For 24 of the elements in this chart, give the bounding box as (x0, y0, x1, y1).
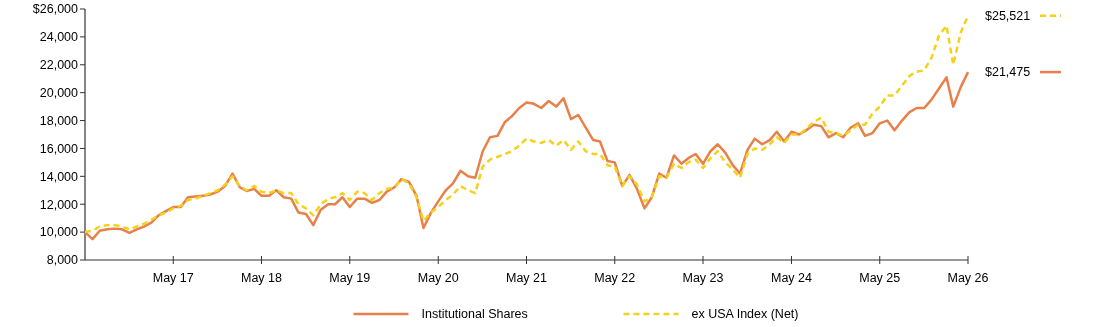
y-tick-label: 8,000 (46, 253, 79, 268)
x-tick-label: May 17 (152, 271, 194, 285)
x-tick-label: May 24 (771, 271, 813, 285)
x-tick-label: May 18 (241, 271, 283, 285)
y-tick-label: 10,000 (39, 225, 79, 240)
y-tick-label: 14,000 (39, 169, 79, 184)
x-tick-label: May 26 (947, 271, 989, 285)
x-tick-label: May 22 (594, 271, 636, 285)
x-tick-label: May 23 (682, 271, 724, 285)
annotation: $25,521 (985, 9, 1031, 24)
y-tick-label: 18,000 (39, 113, 79, 128)
y-tick-label: 24,000 (39, 30, 79, 45)
annotation: $21,475 (985, 65, 1031, 80)
x-tick-label: May 21 (506, 271, 548, 285)
y-tick-label: 20,000 (39, 86, 79, 101)
x-tick-label: May 19 (329, 271, 371, 285)
legend-label: Institutional Shares (421, 307, 528, 322)
legend-label: ex USA Index (Net) (691, 307, 799, 322)
y-tick-label: 12,000 (39, 197, 79, 212)
y-tick-label: 22,000 (39, 58, 79, 73)
y-tick-label: 16,000 (39, 141, 79, 156)
x-tick-label: May 20 (417, 271, 459, 285)
x-tick-label: May 25 (859, 271, 901, 285)
y-tick-label: $26,000 (32, 2, 79, 17)
